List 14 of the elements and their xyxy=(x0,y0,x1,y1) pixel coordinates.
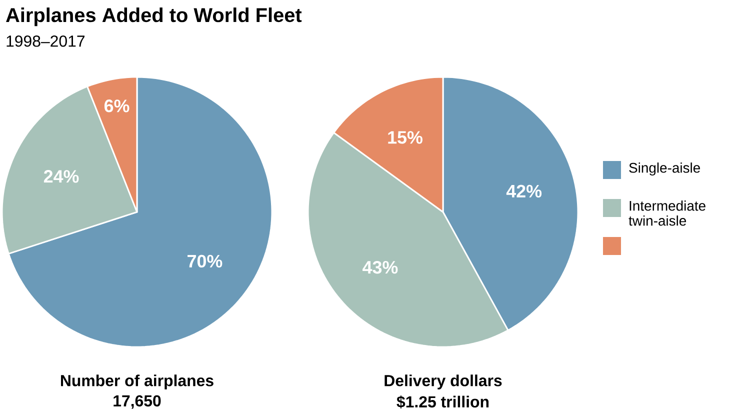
text: Number of airplanes xyxy=(61,374,214,390)
legend-label: Single-aisle xyxy=(629,162,700,176)
data-label: 43% xyxy=(362,260,398,274)
chart-title: Airplanes Added to World Fleet xyxy=(6,8,302,26)
text: $1.25 trillion xyxy=(396,395,489,409)
data-label: 15% xyxy=(388,131,422,144)
text: 17,650 xyxy=(114,395,161,409)
data-label: 42% xyxy=(506,184,542,198)
chart-subtitle: 1998–2017 xyxy=(6,36,84,47)
data-label: 6% xyxy=(104,100,130,112)
text: Delivery dollars xyxy=(384,374,502,390)
data-label: 70% xyxy=(188,254,222,268)
data-label: 24% xyxy=(44,170,79,183)
legend-label: Intermediate twin-aisle xyxy=(628,200,706,226)
